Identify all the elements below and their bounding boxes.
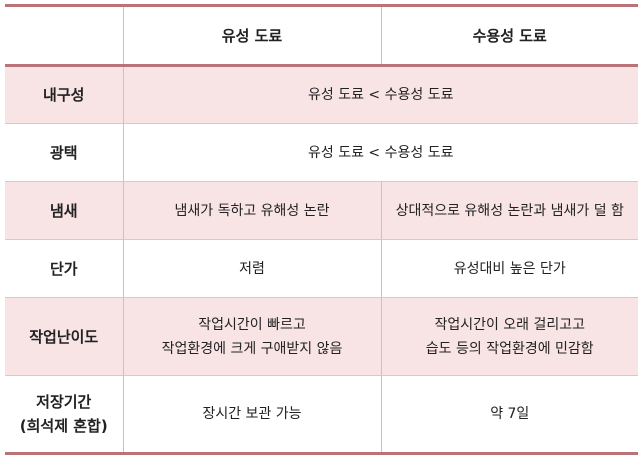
row-header: 단가: [5, 239, 124, 298]
row-header: 작업난이도: [5, 297, 124, 376]
merged-cell: 유성 도료 < 수용성 도료: [122, 65, 638, 124]
cell: 저렴: [122, 239, 382, 298]
cell: 냄새가 독하고 유해성 논란: [122, 181, 382, 240]
cell-line: 작업시간이 빠르고: [198, 316, 306, 333]
table-row: 냄새 냄새가 독하고 유해성 논란 상대적으로 유해성 논란과 냄새가 덜 함: [5, 181, 638, 240]
row-header: 광택: [5, 123, 124, 182]
row-header-line: (희석제 혼합): [19, 417, 108, 435]
table-row: 작업난이도 작업시간이 빠르고 작업환경에 크게 구애받지 않음 작업시간이 오…: [5, 297, 638, 376]
header-row: 유성 도료 수용성 도료: [5, 5, 638, 66]
table-row: 광택 유성 도료 < 수용성 도료: [5, 123, 638, 182]
cell: 상대적으로 유해성 논란과 냄새가 덜 함: [380, 181, 638, 240]
table-row: 내구성 유성 도료 < 수용성 도료: [5, 65, 638, 124]
row-header: 내구성: [5, 65, 124, 124]
cell: 작업시간이 오래 걸리고고 습도 등의 작업환경에 민감함: [380, 297, 638, 376]
comparison-table: 유성 도료 수용성 도료 내구성 유성 도료 < 수용성 도료 광택 유성 도료…: [5, 4, 638, 455]
merged-cell: 유성 도료 < 수용성 도료: [122, 123, 638, 182]
row-header: 냄새: [5, 181, 124, 240]
cell-line: 작업환경에 크게 구애받지 않음: [161, 340, 343, 357]
cell: 장시간 보관 가능: [122, 375, 382, 454]
column-header-water-paint: 수용성 도료: [380, 5, 638, 66]
table-row: 단가 저렴 유성대비 높은 단가: [5, 239, 638, 298]
column-header-oil-paint: 유성 도료: [122, 5, 382, 66]
cell: 작업시간이 빠르고 작업환경에 크게 구애받지 않음: [122, 297, 382, 376]
row-header: 저장기간 (희석제 혼합): [5, 375, 124, 454]
row-header-line: 저장기간: [36, 393, 92, 411]
cell-line: 습도 등의 작업환경에 민감함: [425, 340, 594, 357]
corner-cell: [5, 5, 124, 66]
cell: 유성대비 높은 단가: [380, 239, 638, 298]
cell: 약 7일: [380, 375, 638, 454]
cell-line: 작업시간이 오래 걸리고고: [434, 316, 586, 333]
table-row: 저장기간 (희석제 혼합) 장시간 보관 가능 약 7일: [5, 375, 638, 454]
